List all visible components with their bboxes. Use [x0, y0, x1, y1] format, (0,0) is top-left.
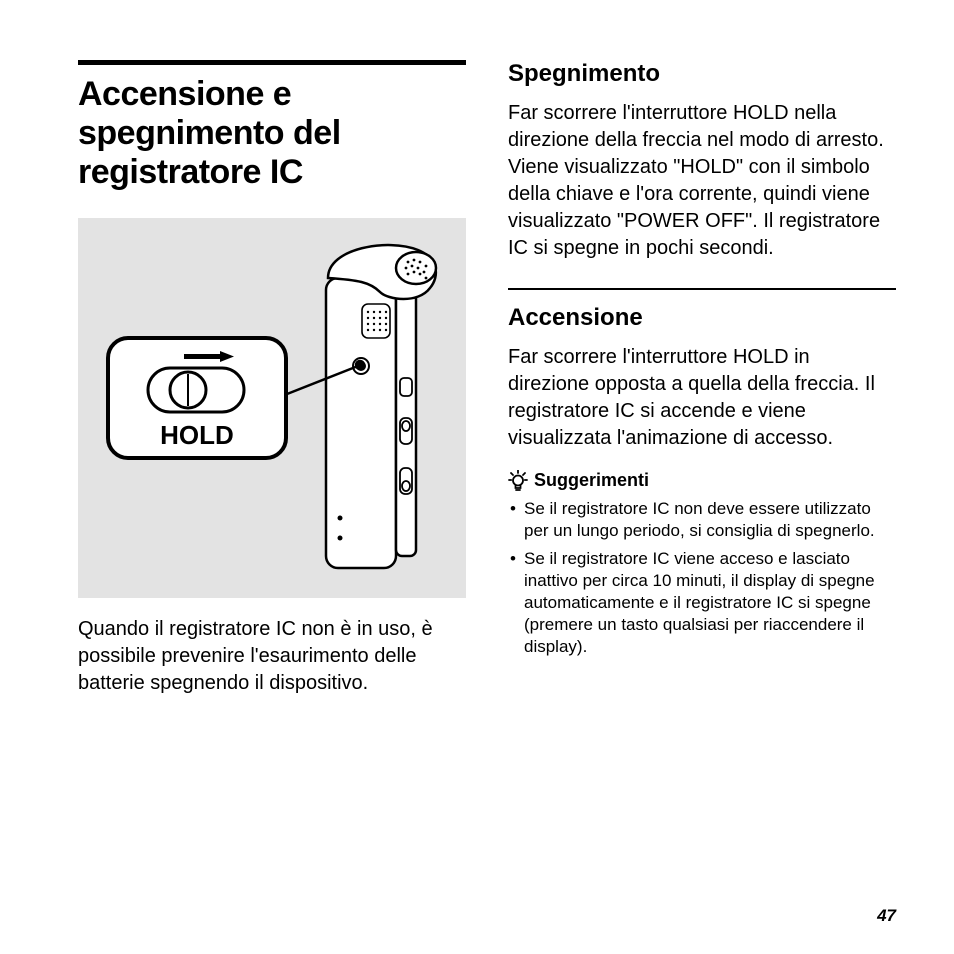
tips-list: Se il registratore IC non deve essere ut…: [508, 498, 896, 659]
tips-title: Suggerimenti: [534, 470, 649, 491]
right-column: Spegnimento Far scorrere l'interruttore …: [508, 60, 896, 697]
manual-page: Accensione e spegnimento del registrator…: [0, 0, 954, 954]
section-spegnimento-title: Spegnimento: [508, 60, 896, 88]
section-divider: [508, 288, 896, 290]
hold-label-svg: HOLD: [160, 420, 234, 450]
tip-item: Se il registratore IC non deve essere ut…: [508, 498, 896, 542]
section-spegnimento-body: Far scorrere l'interruttore HOLD nella d…: [508, 100, 896, 262]
figure-caption: Quando il registratore IC non è in uso, …: [78, 616, 466, 697]
title-rule: [78, 60, 466, 65]
page-title: Accensione e spegnimento del registrator…: [78, 75, 466, 192]
lightbulb-icon: [508, 470, 528, 492]
left-column: Accensione e spegnimento del registrator…: [78, 60, 466, 697]
section-accensione-body: Far scorrere l'interruttore HOLD in dire…: [508, 344, 896, 452]
page-number: 47: [877, 906, 896, 926]
two-column-layout: Accensione e spegnimento del registrator…: [78, 60, 896, 697]
tip-item: Se il registratore IC viene acceso e las…: [508, 548, 896, 658]
tips-heading: Suggerimenti: [508, 470, 896, 492]
device-illustration: HOLD: [78, 218, 466, 598]
hold-switch-figure: HOLD: [78, 218, 466, 598]
section-accensione-title: Accensione: [508, 304, 896, 332]
